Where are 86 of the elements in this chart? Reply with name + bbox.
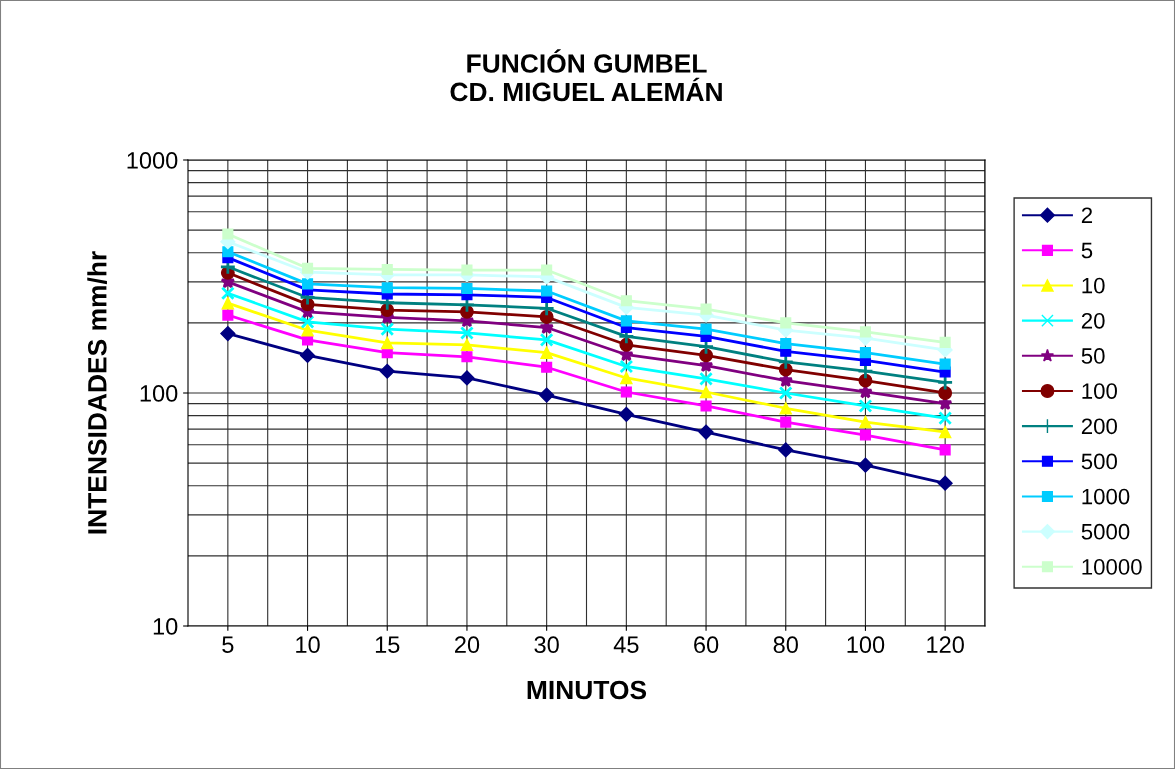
point [220, 286, 235, 301]
x-axis-title: MINUTOS [527, 680, 647, 700]
point [222, 228, 234, 240]
x-tick-label: 30 [534, 636, 559, 654]
point [220, 325, 236, 342]
point [779, 402, 793, 415]
point [859, 326, 872, 338]
point [778, 386, 793, 400]
point [461, 351, 473, 363]
point [539, 332, 554, 347]
point [380, 336, 394, 350]
point [937, 475, 953, 491]
point [859, 415, 872, 429]
y-axis-title: INTENSIDADES mm/hr [87, 251, 107, 534]
legend-label: 200 [1081, 418, 1117, 435]
point [541, 285, 553, 297]
point [938, 425, 952, 439]
point [938, 386, 953, 400]
legend-label: 20 [1081, 312, 1105, 329]
y-tick-label: 100 [140, 385, 178, 402]
point [939, 444, 951, 456]
point [221, 296, 235, 310]
point [381, 282, 393, 294]
point [858, 398, 873, 413]
point [540, 346, 553, 359]
point [618, 406, 634, 422]
point [539, 387, 555, 403]
x-tick-label: 100 [847, 636, 885, 654]
point [620, 315, 632, 327]
point [699, 348, 713, 363]
point [379, 363, 395, 379]
point [698, 424, 714, 440]
point [938, 411, 953, 426]
x-tick-label: 15 [375, 636, 400, 654]
legend-label: 2 [1081, 207, 1093, 223]
y-tick-label: 10 [153, 618, 178, 635]
legend-label: 100 [1082, 383, 1117, 399]
x-tick-label: 80 [773, 636, 798, 654]
legend-label: 5 [1081, 242, 1093, 259]
point [619, 359, 634, 374]
point [381, 263, 393, 276]
x-tick-label: 10 [296, 636, 320, 654]
legend-label: 1000 [1082, 488, 1130, 505]
point [380, 322, 395, 337]
x-tick-label: 45 [613, 636, 639, 654]
point [541, 361, 553, 373]
point [857, 457, 874, 473]
point [700, 303, 712, 315]
point [780, 317, 792, 329]
point [699, 385, 713, 399]
x-tick-label: 120 [927, 636, 964, 654]
point [301, 323, 314, 337]
point [700, 323, 712, 335]
point [939, 336, 951, 348]
point [301, 262, 314, 274]
point [299, 347, 316, 363]
x-tick-label: 60 [694, 636, 719, 654]
point [541, 264, 553, 276]
point [859, 347, 872, 359]
point [780, 416, 792, 428]
point [460, 326, 474, 340]
legend-label: 10000 [1082, 559, 1142, 575]
point [699, 371, 713, 386]
legend-label: 10 [1082, 277, 1105, 294]
point [780, 338, 792, 350]
x-tick-label: 20 [455, 636, 480, 654]
legend-label: 5000 [1081, 523, 1130, 540]
x-tick-label: 5 [222, 636, 234, 654]
point [620, 371, 633, 385]
legend-label: 50 [1081, 348, 1105, 364]
point [460, 338, 474, 352]
point [859, 429, 872, 441]
point [461, 264, 473, 276]
y-tick-label: 1000 [127, 152, 178, 169]
point [778, 442, 794, 458]
point [620, 295, 632, 307]
point [700, 400, 712, 412]
point [300, 314, 315, 329]
point [461, 282, 473, 295]
legend-label: 500 [1081, 453, 1117, 470]
point [222, 309, 234, 321]
chart-title: FUNCIÓN GUMBEL CD. MIGUEL ALEMÁN [450, 49, 722, 102]
point [620, 386, 632, 398]
point [301, 278, 314, 290]
point [939, 358, 951, 370]
point [459, 370, 475, 386]
